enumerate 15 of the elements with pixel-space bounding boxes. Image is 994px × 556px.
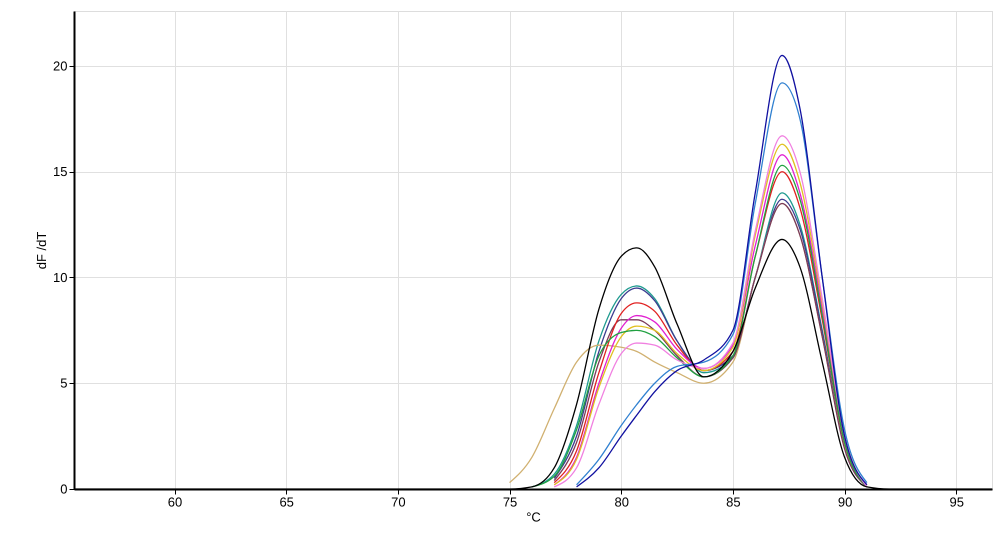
y-tick-label: 15 bbox=[53, 164, 68, 180]
y-tick-label: 20 bbox=[53, 58, 68, 74]
y-tick-label: 5 bbox=[60, 376, 68, 391]
x-tick-label: 85 bbox=[726, 494, 741, 510]
x-tick-label: 60 bbox=[168, 494, 182, 510]
x-tick-label: 95 bbox=[950, 494, 964, 510]
x-tick-label: 75 bbox=[502, 494, 518, 510]
y-axis-title: dF /dT bbox=[34, 232, 50, 270]
x-tick-label: 80 bbox=[614, 494, 629, 510]
x-tick-label: 70 bbox=[391, 494, 406, 510]
y-tick-label: 0 bbox=[60, 482, 68, 496]
y-tick-label: 10 bbox=[53, 270, 68, 285]
x-tick-label: 65 bbox=[279, 494, 294, 510]
x-axis-title: °C bbox=[526, 510, 541, 524]
x-tick-label: 90 bbox=[838, 494, 852, 510]
